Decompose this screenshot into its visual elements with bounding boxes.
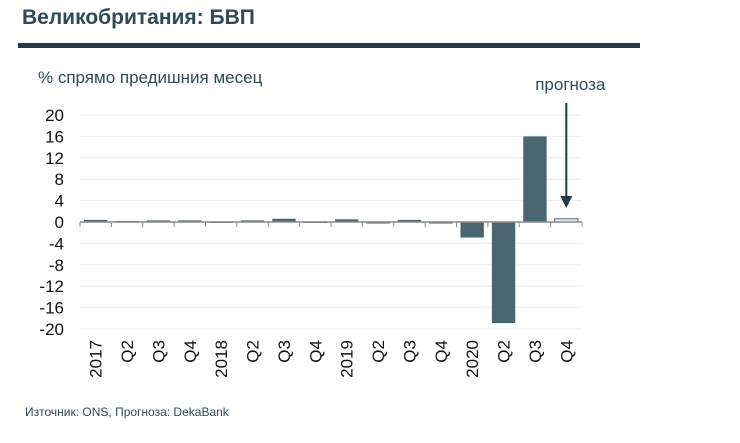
source-note: Източник: ONS, Прогноза: DekaBank: [25, 405, 229, 419]
y-tick-label: 8: [55, 170, 64, 189]
y-tick-label: -4: [49, 234, 64, 253]
bar-Q3: [397, 219, 422, 222]
x-tick-label: Q4: [557, 340, 576, 363]
y-tick-label: -16: [39, 299, 64, 318]
page-title: Великобритания: БВП: [22, 6, 255, 29]
y-tick-label: -12: [39, 277, 64, 296]
x-tick-label: Q4: [432, 340, 451, 363]
bar-Q4: [178, 220, 202, 222]
y-tick-label: 0: [55, 213, 64, 232]
y-tick-label: 20: [45, 106, 64, 125]
x-tick-label: Q3: [526, 340, 545, 363]
bar-Q2: [491, 222, 516, 324]
x-tick-label: Q2: [118, 340, 137, 363]
y-tick-label: 16: [45, 127, 64, 146]
forecast-annotation: прогноза: [535, 75, 606, 94]
y-tick-label: -8: [49, 256, 64, 275]
forecast-arrow-icon: [560, 196, 573, 208]
bar-2017: [84, 219, 108, 222]
x-tick-label: Q4: [181, 340, 200, 363]
x-tick-label: Q4: [306, 340, 325, 363]
x-tick-label: Q2: [369, 340, 388, 363]
x-tick-label: Q3: [400, 340, 419, 363]
x-tick-label: Q2: [495, 340, 514, 363]
bar-Q3: [272, 218, 296, 222]
x-tick-label: Q3: [275, 340, 294, 363]
bar-2020: [460, 222, 484, 238]
x-tick-label: 2017: [87, 340, 106, 378]
bar-2019: [335, 219, 359, 222]
y-tick-label: 4: [55, 192, 64, 211]
y-axis-label: % спрямо предишния месец: [38, 68, 263, 87]
bar-Q3: [523, 136, 547, 222]
title-rule: [18, 43, 640, 48]
x-tick-label: Q3: [149, 340, 168, 363]
y-tick-label: 12: [45, 149, 64, 168]
x-tick-label: Q2: [244, 340, 263, 363]
bar-Q3: [146, 220, 171, 222]
x-tick-label: 2018: [212, 340, 231, 378]
y-tick-label: -20: [39, 320, 64, 339]
bar-Q2: [240, 220, 265, 222]
x-tick-label: 2019: [338, 340, 357, 378]
x-tick-label: 2020: [463, 340, 482, 378]
